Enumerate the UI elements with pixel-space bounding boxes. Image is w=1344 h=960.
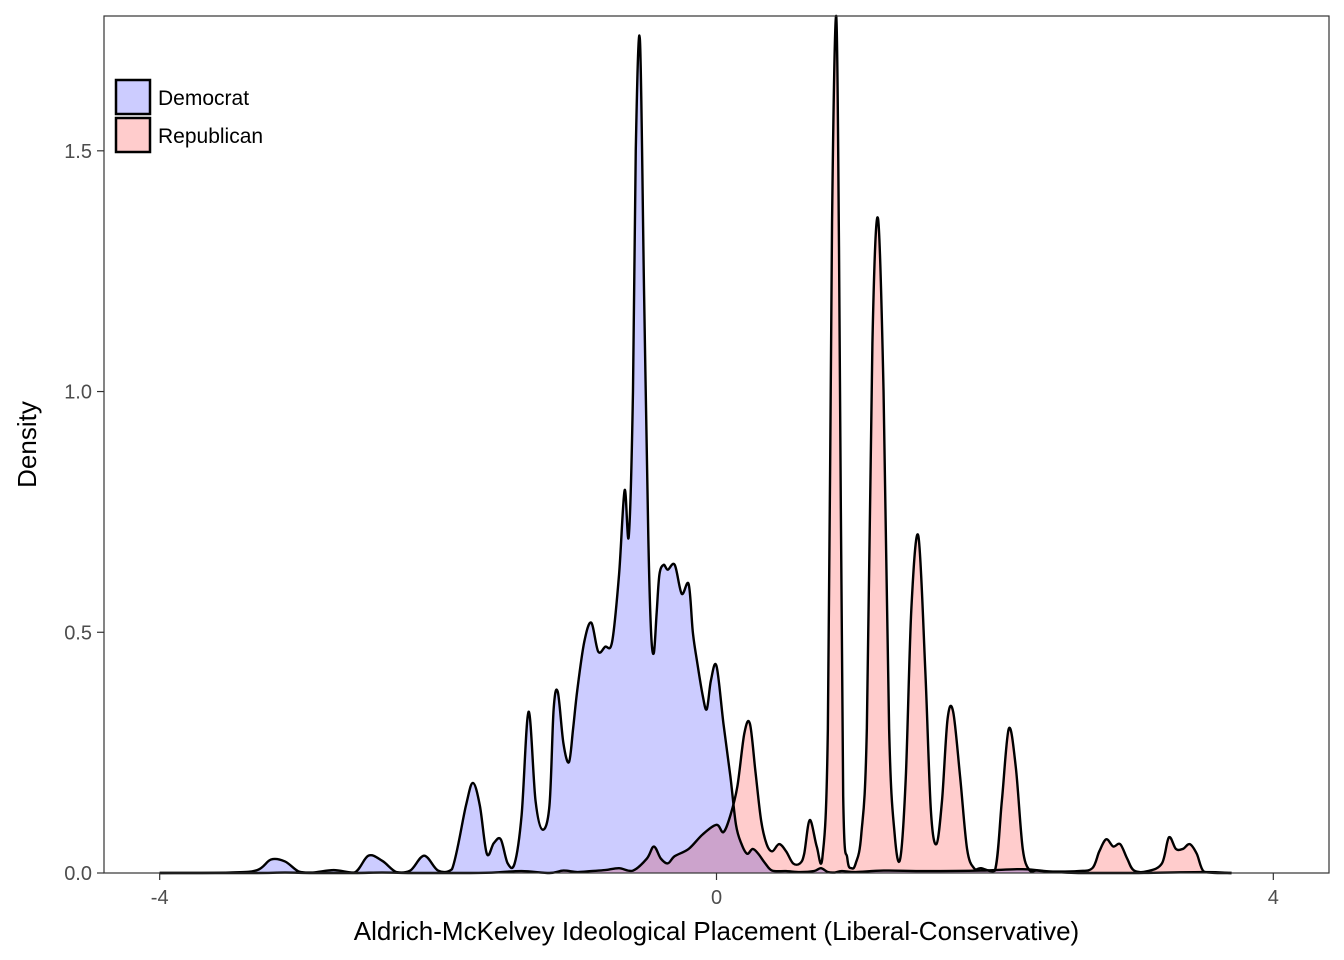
- x-tick-label: 4: [1268, 887, 1279, 909]
- y-axis-title: Density: [12, 401, 42, 488]
- y-axis: 0.0 0.5 1.0 1.5: [64, 141, 104, 885]
- density-line-democrat: [159, 34, 1232, 875]
- y-tick-label: 0.0: [64, 863, 92, 885]
- x-axis-title: Aldrich-McKelvey Ideological Placement (…: [354, 916, 1079, 946]
- density-line-republican: [159, 14, 1232, 875]
- x-tick-label: 0: [711, 887, 722, 909]
- legend-label-republican: Republican: [158, 125, 263, 148]
- y-tick-label: 1.0: [64, 382, 92, 404]
- plot-area: [159, 14, 1232, 875]
- legend-key-democrat: [114, 78, 152, 116]
- y-tick-label: 0.5: [64, 622, 92, 644]
- y-tick-label: 1.5: [64, 141, 92, 163]
- legend-key-republican: [114, 116, 152, 154]
- x-axis: -4 0 4: [151, 873, 1279, 909]
- legend-label-democrat: Democrat: [158, 87, 249, 110]
- x-tick-label: -4: [151, 887, 169, 909]
- legend: Democrat Republican: [105, 70, 285, 170]
- density-area-democrat: [159, 35, 1232, 873]
